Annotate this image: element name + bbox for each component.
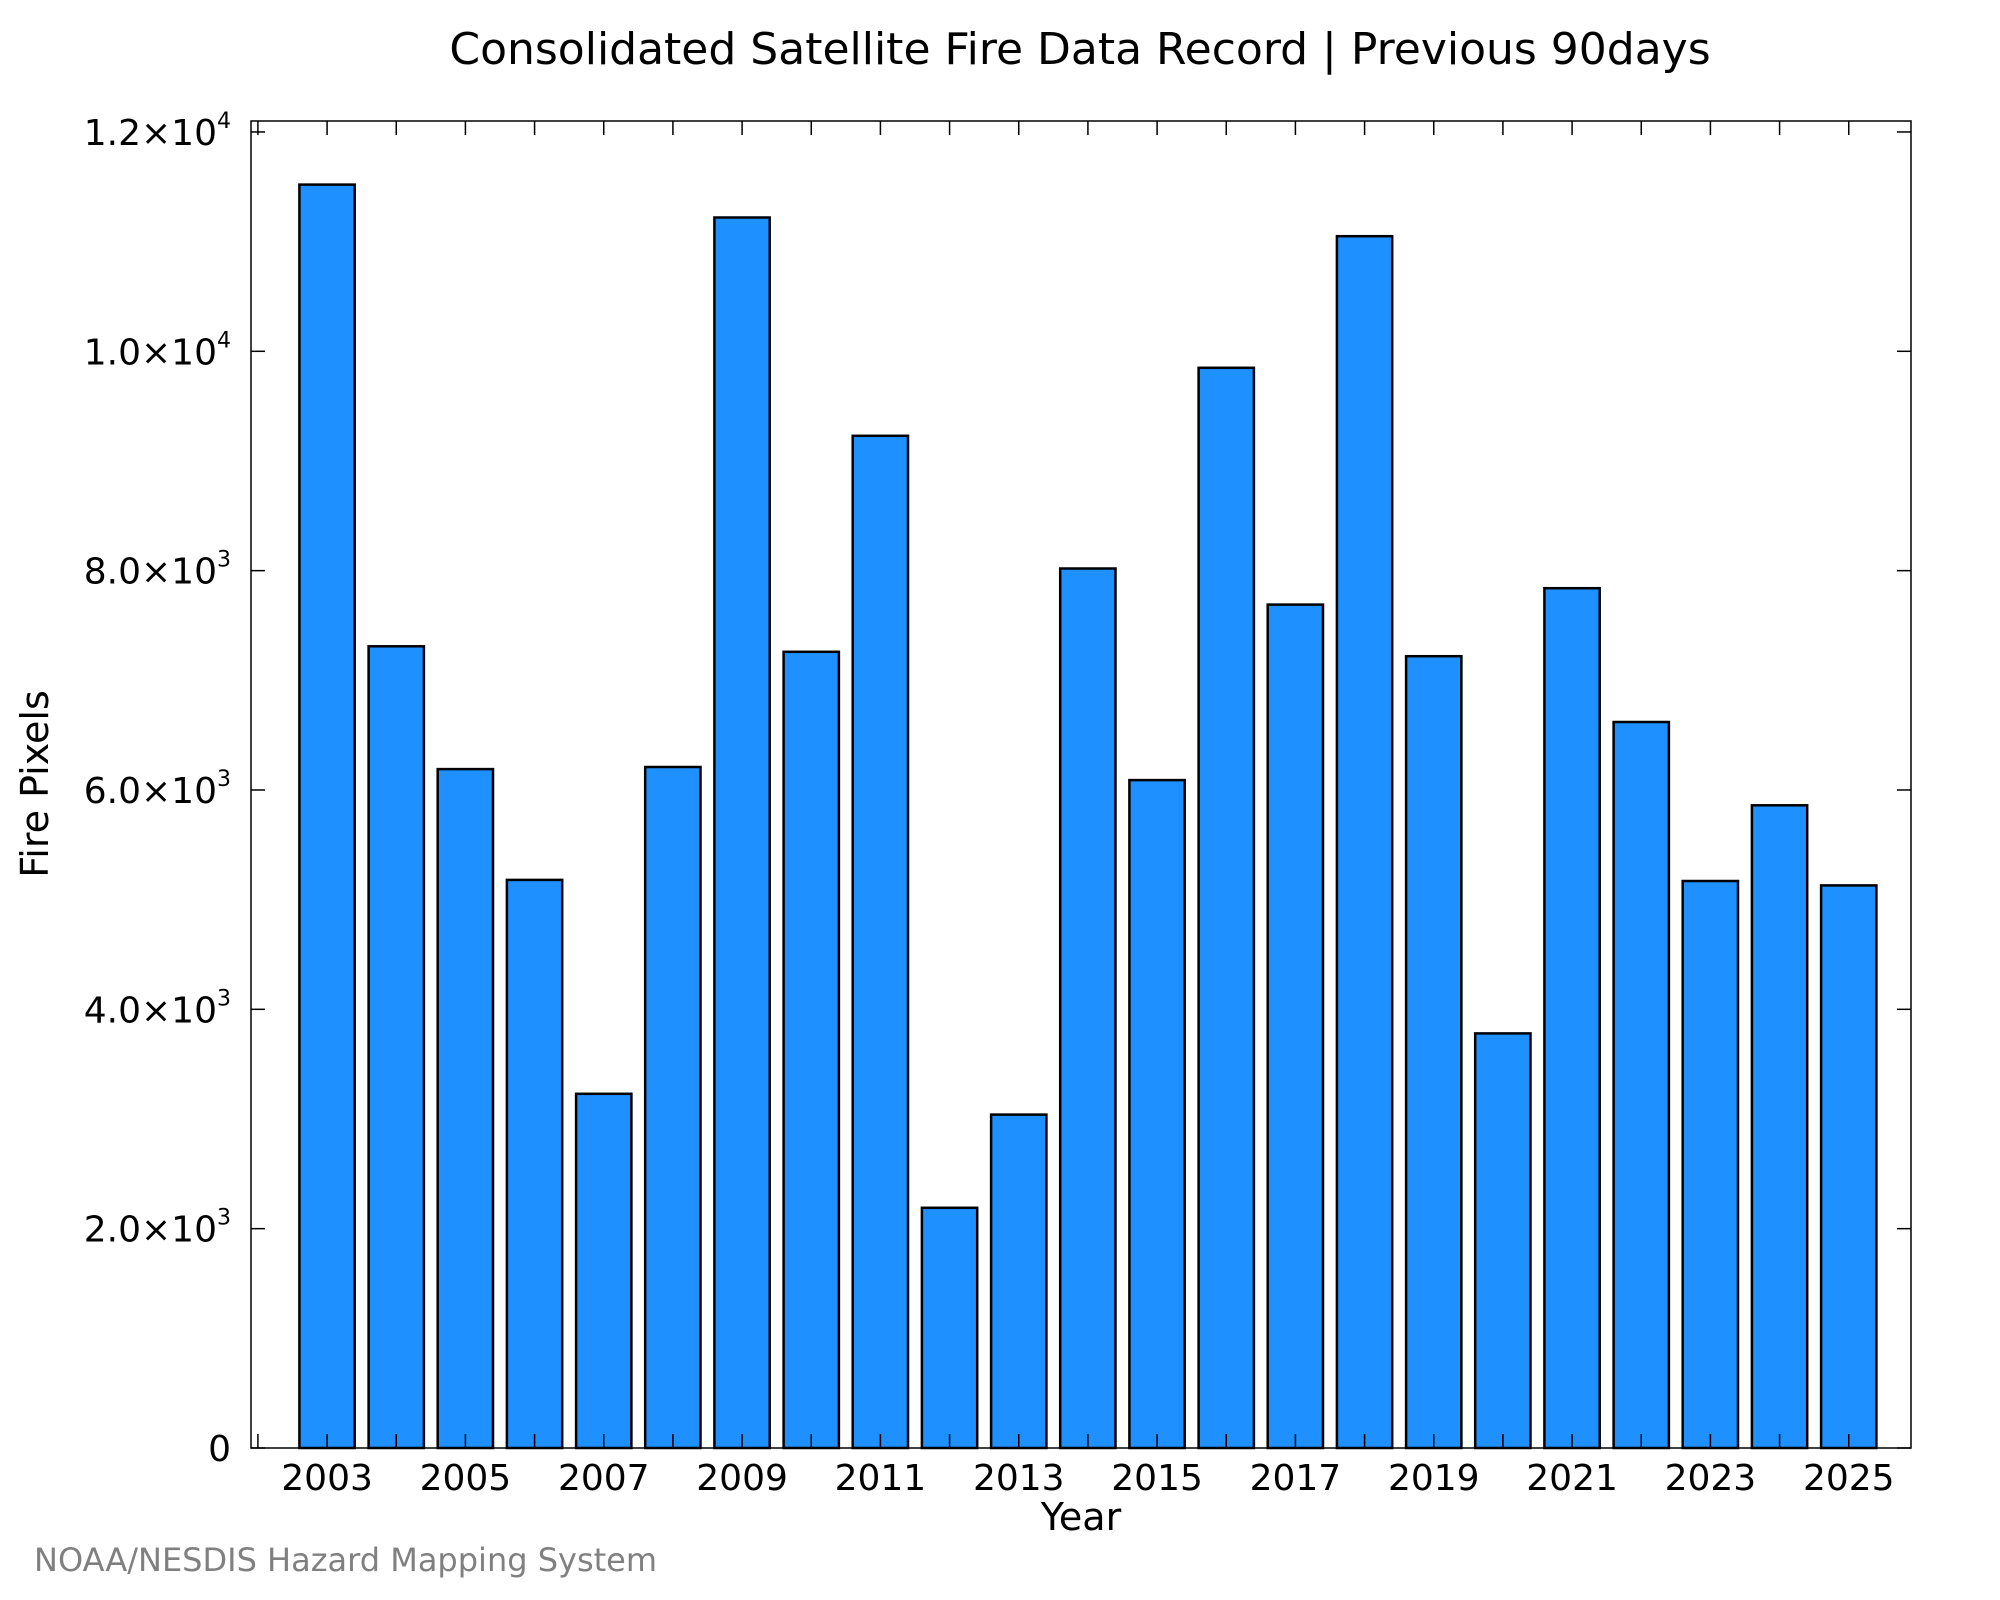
- bar-2008: [643, 765, 702, 1450]
- x-tick-label: 2023: [1665, 1458, 1757, 1499]
- plot-frame: [250, 120, 1912, 1449]
- y-tick-label: 2.0×103: [84, 1206, 231, 1251]
- bar-2020: [1473, 1032, 1532, 1450]
- x-tick-label: 2019: [1388, 1458, 1480, 1499]
- y-tick-exponent: 3: [217, 1206, 231, 1231]
- x-tick-label: 2011: [835, 1458, 927, 1499]
- bar-2016: [1197, 366, 1256, 1450]
- x-tick-label: 2003: [281, 1458, 373, 1499]
- bar-2004: [367, 645, 426, 1450]
- x-tick-label: 2017: [1250, 1458, 1342, 1499]
- bar-2022: [1612, 720, 1671, 1450]
- y-tick-label: 4.0×103: [84, 986, 231, 1031]
- x-tick-label: 2025: [1803, 1458, 1895, 1499]
- bar-2007: [574, 1092, 633, 1450]
- y-tick-label: 6.0×103: [84, 767, 231, 812]
- y-tick-mantissa: 6.0×10: [84, 771, 217, 812]
- x-tick-label: 2005: [420, 1458, 512, 1499]
- x-tick-label: 2009: [696, 1458, 788, 1499]
- bar-2012: [920, 1206, 979, 1450]
- bar-2025: [1819, 884, 1878, 1450]
- y-tick-label: 1.2×104: [84, 109, 231, 154]
- bar-2005: [436, 767, 495, 1450]
- bar-2014: [1058, 567, 1117, 1450]
- y-tick-mantissa: 0: [208, 1429, 231, 1470]
- bar-2011: [851, 434, 910, 1450]
- bars-layer: [298, 183, 1878, 1450]
- bar-2003: [298, 183, 356, 1450]
- y-tick-label: 0: [208, 1429, 231, 1470]
- y-tick-mantissa: 4.0×10: [84, 990, 217, 1031]
- x-tick-label: 2021: [1526, 1458, 1618, 1499]
- y-tick-mantissa: 1.0×10: [84, 332, 217, 373]
- bar-2018: [1335, 234, 1394, 1450]
- y-tick-exponent: 4: [217, 109, 231, 134]
- y-tick-mantissa: 2.0×10: [84, 1210, 217, 1251]
- y-tick-label: 1.0×104: [84, 328, 231, 373]
- y-tick-exponent: 4: [217, 328, 231, 353]
- chart-title: Consolidated Satellite Fire Data Record …: [449, 24, 1710, 75]
- bar-2009: [713, 216, 771, 1450]
- y-tick-exponent: 3: [217, 548, 231, 573]
- x-axis-label: Year: [1040, 1495, 1122, 1539]
- bar-2023: [1681, 879, 1740, 1450]
- bar-2010: [782, 650, 841, 1450]
- x-tick-label: 2013: [973, 1458, 1065, 1499]
- y-tick-exponent: 3: [217, 986, 231, 1011]
- x-tick-label: 2007: [558, 1458, 650, 1499]
- bar-2019: [1404, 654, 1463, 1450]
- footer-credit: NOAA/NESDIS Hazard Mapping System: [34, 1541, 657, 1579]
- axes-layer: 02.0×1034.0×1036.0×1038.0×1031.0×1041.2×…: [84, 109, 1911, 1499]
- x-tick-label: 2015: [1111, 1458, 1203, 1499]
- bar-2013: [989, 1113, 1048, 1450]
- bar-2017: [1266, 603, 1325, 1450]
- y-tick-label: 8.0×103: [84, 548, 231, 593]
- y-tick-exponent: 3: [217, 767, 231, 792]
- bar-2024: [1750, 804, 1809, 1450]
- bar-2021: [1543, 586, 1601, 1450]
- bar-2015: [1128, 778, 1186, 1450]
- y-axis-label: Fire Pixels: [13, 690, 57, 878]
- bar-2006: [505, 878, 564, 1450]
- y-tick-mantissa: 1.2×10: [84, 113, 217, 154]
- y-tick-mantissa: 8.0×10: [84, 552, 217, 593]
